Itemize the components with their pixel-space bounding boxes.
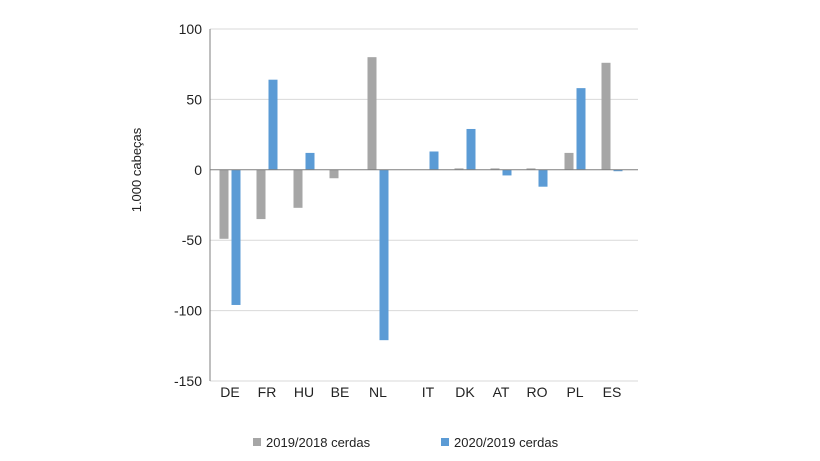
gridlines <box>210 28 638 382</box>
y-axis-title: 1.000 cabeças <box>129 127 144 212</box>
y-tick-label: 50 <box>186 91 202 107</box>
bar-series2-nl <box>379 169 389 341</box>
bar-series2-pl <box>576 88 586 170</box>
y-tick-label: -150 <box>174 373 202 389</box>
legend-swatch <box>441 438 449 446</box>
bar-series1-fr <box>256 169 266 220</box>
legend: 2019/2018 cerdas 2020/2019 cerdas <box>253 435 559 450</box>
x-tick-label: DK <box>455 384 475 400</box>
bar-series2-es <box>613 169 623 172</box>
bar-series2-de <box>231 169 241 305</box>
bar-series2-it <box>429 151 439 170</box>
x-tick-label: PL <box>566 384 583 400</box>
x-tick-label: AT <box>493 384 510 400</box>
bar-series1-at <box>490 168 500 170</box>
bar-series1-pl <box>564 152 574 170</box>
bar-series1-de <box>219 169 229 239</box>
x-tick-label: DE <box>220 384 239 400</box>
y-tick-label: 0 <box>194 162 202 178</box>
y-tick-label: -100 <box>174 303 202 319</box>
x-tick-label: FR <box>258 384 277 400</box>
legend-swatch <box>253 438 261 446</box>
bar-series2-at <box>502 169 512 176</box>
x-tick-label: BE <box>331 384 350 400</box>
bar-series1-nl <box>367 57 377 170</box>
bar-series2-dk <box>466 128 476 170</box>
x-tick-label: ES <box>603 384 622 400</box>
bar-series2-fr <box>268 79 278 170</box>
bar-series1-es <box>601 62 611 170</box>
bar-series2-hu <box>305 152 315 170</box>
x-tick-labels: DE FR HU BE NL IT DK AT RO PL ES <box>220 384 621 400</box>
bar-series2-ro <box>538 169 548 187</box>
bars <box>219 57 623 341</box>
x-tick-label: NL <box>369 384 387 400</box>
x-tick-label: RO <box>527 384 548 400</box>
y-tick-label: -50 <box>182 232 202 248</box>
legend-label: 2019/2018 cerdas <box>266 435 371 450</box>
y-tick-labels: 100 50 0 -50 -100 -150 <box>174 21 202 389</box>
bar-series1-hu <box>293 169 303 208</box>
bar-series1-dk <box>454 168 464 170</box>
bar-series1-ro <box>526 168 536 170</box>
bar-series1-be <box>329 169 339 179</box>
x-tick-label: IT <box>422 384 435 400</box>
legend-label: 2020/2019 cerdas <box>454 435 559 450</box>
x-tick-label: HU <box>294 384 314 400</box>
y-tick-label: 100 <box>179 21 203 37</box>
